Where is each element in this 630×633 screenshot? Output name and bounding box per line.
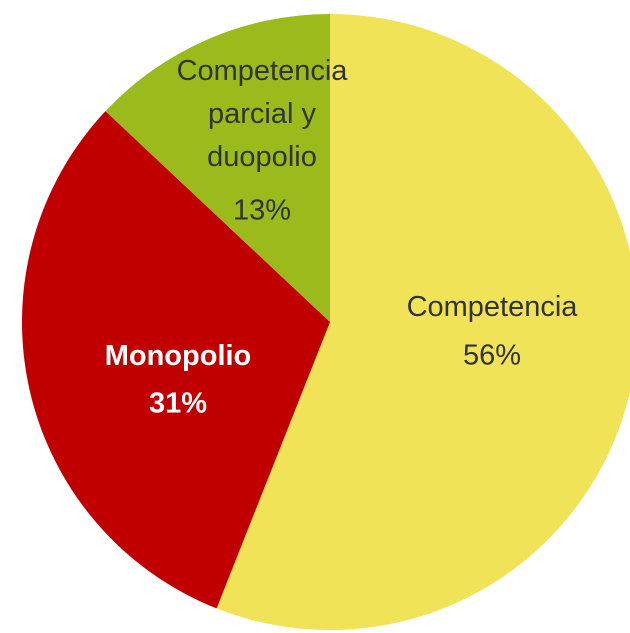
label-line: duopolio: [207, 141, 317, 173]
slice-value-label: 31%: [149, 388, 207, 420]
slice-label: Monopolio: [105, 340, 252, 372]
slice-label: Competencia parcial y duopolio: [177, 55, 349, 173]
label-line: Competencia: [177, 55, 349, 87]
pie-slice: [216, 14, 630, 630]
slice-value-label: 13%: [233, 195, 291, 227]
pie-slice: [21, 111, 331, 609]
label-line: Monopolio: [105, 340, 252, 372]
slice-value-label: 56%: [463, 340, 521, 372]
label-line: Competencia: [407, 291, 579, 323]
label-line: parcial y: [208, 98, 316, 130]
slice-label: Competencia: [407, 291, 579, 323]
pie-slice: [105, 14, 330, 322]
